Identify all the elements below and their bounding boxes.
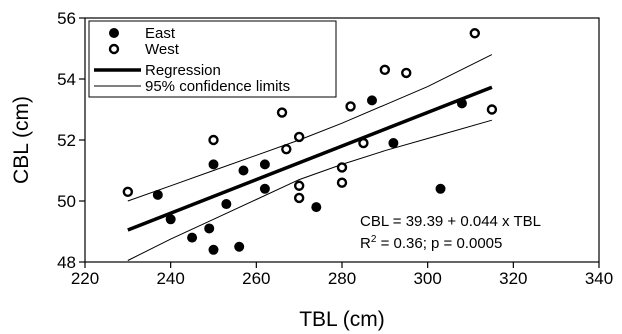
legend-label-west: West xyxy=(145,41,180,58)
y-axis-label: CBL (cm) xyxy=(10,96,33,184)
x-tick-label: 300 xyxy=(413,269,441,288)
east-point xyxy=(456,98,467,109)
west-point xyxy=(469,28,480,39)
west-point xyxy=(336,162,348,173)
east-point xyxy=(187,232,198,243)
west-point xyxy=(336,177,348,188)
west-point xyxy=(486,104,498,115)
x-tick-label: 220 xyxy=(71,269,99,288)
x-tick-label: 340 xyxy=(585,269,613,288)
x-tick-label: 280 xyxy=(328,269,356,288)
legend-label-east: East xyxy=(145,25,176,42)
west-point xyxy=(276,107,288,118)
x-tick-label: 240 xyxy=(156,269,184,288)
legend-label-regression: Regression xyxy=(145,62,221,79)
axis-ticks: 220 240 260 280 300 320 340 48 50 52 54 56 xyxy=(57,9,613,288)
y-tick-label: 54 xyxy=(57,70,76,89)
east-point xyxy=(435,183,446,194)
east-point xyxy=(238,165,249,176)
y-tick-label: 56 xyxy=(57,9,76,28)
east-point xyxy=(366,95,377,106)
x-axis-label: TBL (cm) xyxy=(299,308,385,331)
y-tick-label: 50 xyxy=(57,192,76,211)
regression-line xyxy=(127,85,493,232)
west-point xyxy=(293,180,305,191)
east-point xyxy=(221,199,232,210)
west-point xyxy=(345,101,356,112)
legend-box xyxy=(88,20,337,98)
west-point xyxy=(358,137,369,149)
west-point xyxy=(293,192,305,204)
west-point xyxy=(281,143,292,155)
west-point xyxy=(293,131,305,143)
legend-marker-west xyxy=(108,43,120,55)
east-point xyxy=(165,214,176,225)
legend: East West Regression 95% confidence limi… xyxy=(88,20,337,98)
east-point xyxy=(208,159,219,170)
east-point xyxy=(152,189,163,200)
west-point xyxy=(122,186,134,198)
x-tick-label: 260 xyxy=(242,269,270,288)
legend-label-confidence: 95% confidence limits xyxy=(145,78,290,95)
y-tick-label: 48 xyxy=(57,253,76,272)
east-point xyxy=(208,244,219,255)
west-point xyxy=(401,67,412,79)
legend-marker-east xyxy=(109,28,119,38)
east-point xyxy=(259,183,270,194)
confidence-limit-lower xyxy=(127,119,493,261)
data-points xyxy=(122,28,498,255)
east-point xyxy=(311,202,322,213)
east-point xyxy=(204,223,215,234)
east-point xyxy=(234,241,245,252)
r-squared-p-value: R2 = 0.36; p = 0.0005 xyxy=(360,234,502,252)
east-point xyxy=(388,138,399,149)
y-tick-label: 52 xyxy=(57,131,76,150)
regression-equation: CBL = 39.39 + 0.044 x TBL xyxy=(360,213,541,230)
west-point xyxy=(208,134,219,146)
east-point xyxy=(259,159,270,170)
west-point xyxy=(379,64,391,76)
x-tick-label: 320 xyxy=(499,269,527,288)
